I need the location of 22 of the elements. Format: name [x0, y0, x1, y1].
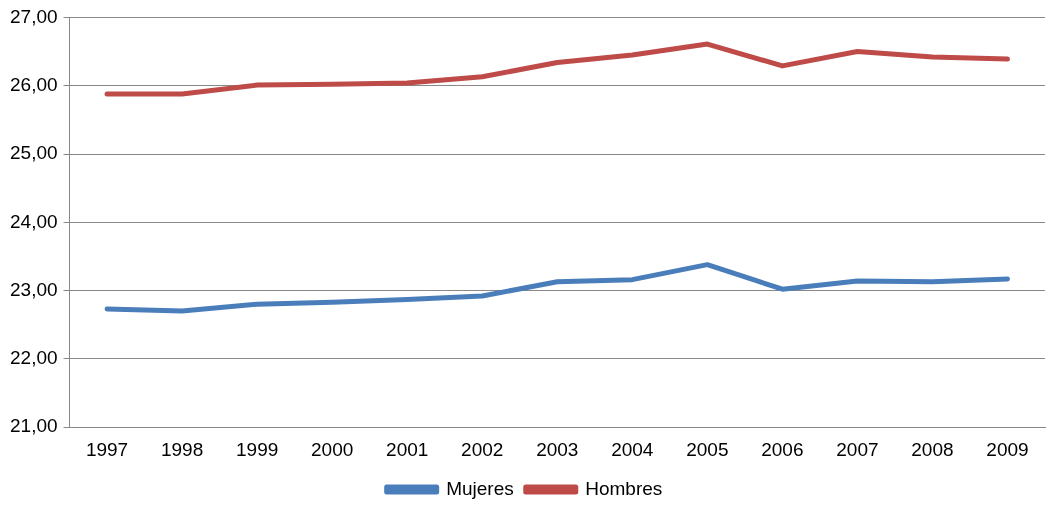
- x-tick-label: 2007: [836, 438, 879, 460]
- x-tick-label: 2003: [536, 438, 579, 460]
- x-tick-label: 2002: [461, 438, 504, 460]
- legend-label: Hombres: [585, 477, 663, 499]
- y-tick-label: 26,00: [10, 73, 58, 95]
- x-tick-label: 2004: [611, 438, 654, 460]
- x-tick-label: 2005: [686, 438, 729, 460]
- x-tick-label: 1999: [235, 438, 279, 460]
- y-tick-label: 21,00: [10, 415, 58, 437]
- x-tick-label: 2001: [386, 438, 429, 460]
- x-tick-label: 2008: [911, 438, 954, 460]
- y-tick-label: 23,00: [10, 278, 58, 300]
- legend-label: Mujeres: [446, 477, 514, 499]
- y-tick-label: 27,00: [10, 5, 58, 27]
- x-tick-label: 2006: [761, 438, 804, 460]
- x-tick-label: 2009: [986, 438, 1029, 460]
- y-tick-label: 24,00: [10, 210, 58, 232]
- y-tick-label: 25,00: [10, 142, 58, 164]
- y-tick-label: 22,00: [10, 347, 58, 369]
- x-tick-label: 1997: [85, 438, 129, 460]
- x-tick-label: 2000: [311, 438, 354, 460]
- x-tick-label: 1998: [160, 438, 204, 460]
